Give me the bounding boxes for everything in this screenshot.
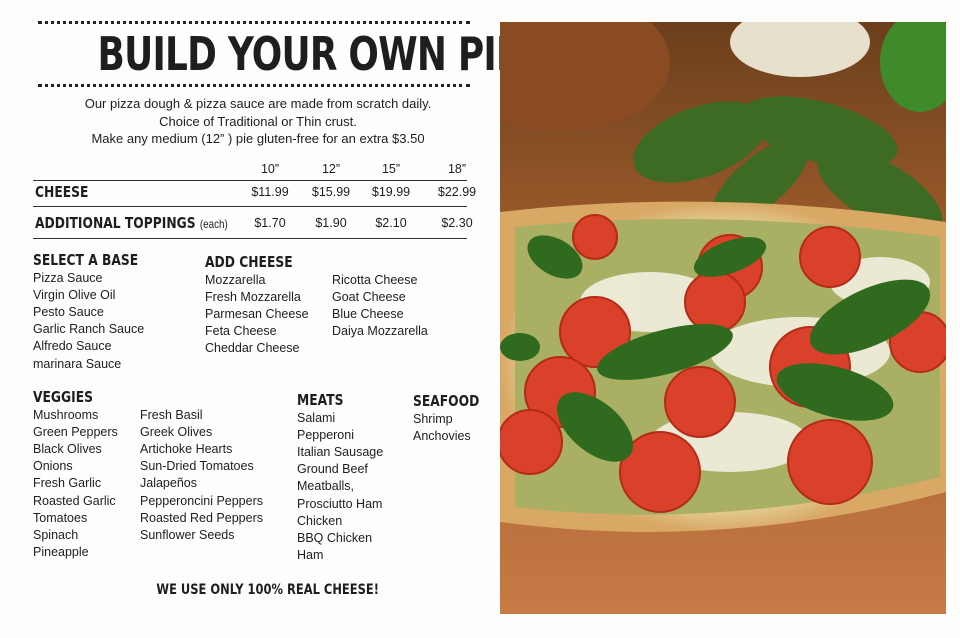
menu-item: Artichoke Hearts	[140, 442, 233, 457]
menu-item: Jalapeños	[140, 476, 197, 491]
intro-line: Choice of Traditional or Thin crust.	[159, 113, 357, 129]
menu-item: Daiya Mozzarella	[332, 324, 428, 339]
price: $15.99	[311, 185, 351, 199]
table-rule	[33, 206, 467, 207]
menu-item: Alfredo Sauce	[33, 339, 112, 354]
intro-line: Our pizza dough & pizza sauce are made f…	[84, 96, 432, 111]
price: $2.30	[441, 216, 473, 230]
menu-item: Italian Sausage	[297, 445, 384, 460]
section-heading: ADD CHEESE	[205, 253, 293, 271]
menu-item: Ground Beef	[297, 462, 368, 477]
menu-item: Fresh Mozzarella	[205, 290, 301, 305]
menu-item: Fresh Basil	[140, 408, 203, 422]
title: BUILD YOUR OWN PIE	[38, 24, 521, 84]
menu-item: Spinach	[33, 527, 79, 542]
row-label: CHEESE	[35, 183, 89, 201]
menu-item: Sunflower Seeds	[140, 527, 235, 542]
table-rule	[33, 238, 467, 239]
menu-item: Ham	[297, 547, 324, 562]
size-header: 12”	[321, 162, 341, 176]
dotted-rule	[38, 21, 470, 24]
row-note: (each)	[199, 217, 228, 231]
table-rule	[33, 180, 467, 181]
menu-item: Roasted Garlic	[33, 493, 116, 508]
intro-line: Make any medium (12” ) pie gluten-free f…	[91, 131, 425, 146]
menu-item: Prosciutto Ham	[297, 496, 383, 511]
size-header: 18”	[447, 162, 467, 176]
menu-item: Pineapple	[33, 544, 89, 559]
menu-item: Pesto Sauce	[33, 305, 104, 320]
menu-item: marinara Sauce	[33, 356, 122, 371]
menu-item: Ricotta Cheese	[332, 273, 418, 287]
menu-item: Mozzarella	[205, 273, 266, 287]
menu-item: Feta Cheese	[205, 324, 277, 339]
footer-text: WE USE ONLY 100% REAL CHEESE!	[156, 582, 379, 598]
menu-item: Anchovies	[413, 429, 471, 444]
menu-item: Shrimp	[413, 412, 453, 426]
price: $19.99	[371, 185, 411, 199]
size-header: 15”	[381, 162, 401, 176]
menu-item: Fresh Garlic	[33, 476, 102, 491]
section-heading: VEGGIES	[33, 388, 93, 406]
menu-item: Green Peppers	[33, 425, 118, 440]
menu-item: Mushrooms	[33, 408, 99, 422]
dotted-rule	[38, 84, 470, 87]
price: $22.99	[437, 185, 477, 199]
menu-item: Pepperoni	[297, 428, 354, 443]
price: $11.99	[251, 185, 289, 199]
price: $1.90	[315, 216, 347, 230]
menu-item: Tomatoes	[33, 510, 88, 525]
menu-item: Greek Olives	[140, 425, 213, 440]
menu-item: Pepperoncini Peppers	[140, 493, 263, 508]
menu-item: Cheddar Cheese	[205, 341, 300, 356]
menu-item: Pizza Sauce	[33, 271, 103, 285]
menu-item: Sun-Dried Tomatoes	[140, 459, 254, 474]
title-text: BUILD YOUR OWN PIE	[97, 27, 521, 81]
menu-item: Virgin Olive Oil	[33, 288, 116, 303]
section-heading: SEAFOOD	[413, 392, 480, 410]
menu-item: Meatballs,	[297, 479, 354, 494]
footer: WE USE ONLY 100% REAL CHEESE!	[60, 582, 475, 598]
menu-item: Goat Cheese	[332, 290, 406, 305]
row-label: ADDITIONAL TOPPINGS (each)	[35, 214, 228, 232]
section-heading: MEATS	[297, 391, 344, 409]
menu-item: Chicken	[297, 513, 343, 528]
menu-item: Black Olives	[33, 442, 102, 457]
menu-item: Parmesan Cheese	[205, 307, 309, 322]
section-heading: SELECT A BASE	[33, 251, 139, 269]
menu-item: Salami	[297, 411, 336, 425]
price: $2.10	[375, 216, 407, 230]
menu-item: BBQ Chicken	[297, 530, 373, 545]
menu-item: Onions	[33, 459, 73, 474]
pizza-photo	[500, 22, 946, 614]
menu-item: Garlic Ranch Sauce	[33, 322, 145, 337]
menu-item: Roasted Red Peppers	[140, 510, 263, 525]
size-header: 10”	[260, 162, 280, 176]
price: $1.70	[254, 216, 286, 230]
menu-item: Blue Cheese	[332, 307, 404, 322]
